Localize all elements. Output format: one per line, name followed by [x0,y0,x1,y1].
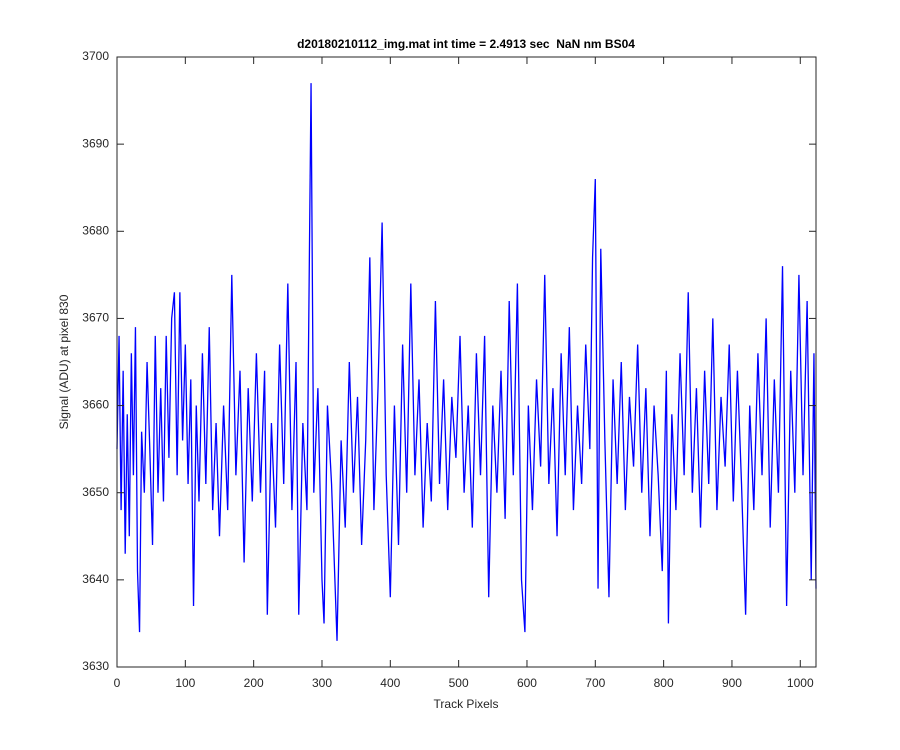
x-tick-label: 600 [517,676,537,690]
x-tick-label: 900 [722,676,742,690]
y-tick-label: 3660 [82,398,109,412]
y-tick-label: 3630 [82,659,109,673]
y-tick-label: 3690 [82,136,109,150]
data-line [116,83,817,641]
x-tick-label: 0 [114,676,121,690]
x-axis-label: Track Pixels [434,697,499,711]
x-tick-label: 800 [654,676,674,690]
x-tick-label: 1000 [787,676,814,690]
y-axis-label: Signal (ADU) at pixel 830 [57,294,71,429]
y-tick-label: 3680 [82,223,109,237]
y-tick-label: 3700 [82,49,109,63]
x-tick-label: 300 [312,676,332,690]
y-tick-label: 3650 [82,485,109,499]
x-tick-label: 200 [244,676,264,690]
axes-box [116,56,817,668]
x-tick-label: 700 [585,676,605,690]
y-tick-label: 3640 [82,572,109,586]
x-tick-label: 400 [380,676,400,690]
x-tick-label: 100 [175,676,195,690]
x-tick-label: 500 [449,676,469,690]
chart-title: d20180210112_img.mat int time = 2.4913 s… [297,37,635,51]
y-tick-label: 3670 [82,311,109,325]
